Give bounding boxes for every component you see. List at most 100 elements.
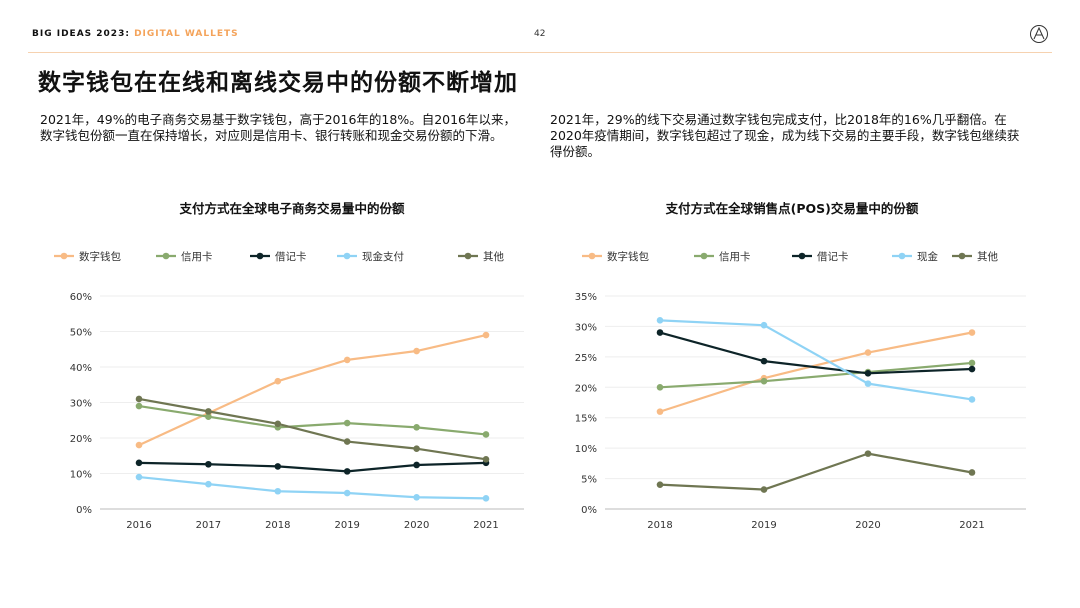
ecom-data-point [482,495,490,502]
ecom-legend-marker [60,252,68,260]
ecom-data-point [274,463,282,470]
ecom-y-tick-label: 30% [70,399,92,410]
ecom-legend-label: 借记卡 [275,250,307,263]
ecommerce-chart-title: 支付方式在全球电子商务交易量中的份额 [179,201,405,216]
pos-x-tick-label: 2018 [647,520,672,531]
ecom-data-point [205,413,212,421]
pos-x-tick-label: 2019 [751,520,776,531]
ecom-x-tick-label: 2018 [265,520,290,531]
pos-data-point [760,377,768,385]
ecom-legend-label: 其他 [483,250,504,263]
pos-data-point [656,317,664,324]
ecom-y-tick-label: 60% [70,292,92,303]
ecom-data-point [274,420,282,428]
ecom-data-point [343,489,351,497]
ecom-data-point [343,438,351,445]
ecom-legend-label: 现金支付 [362,250,404,263]
pos-legend-label: 信用卡 [719,250,751,263]
page-number: 42 [534,29,546,39]
ecom-series-line [138,461,487,473]
ecom-data-point [135,395,143,403]
ecom-legend-label: 数字钱包 [79,250,121,263]
ecom-y-tick-label: 10% [70,470,92,481]
ecom-x-tick-label: 2017 [196,520,221,531]
ecom-y-tick-label: 20% [70,434,92,445]
pos-series-line [659,361,973,389]
pos-data-point [968,396,976,403]
pos-legend-label: 现金 [917,250,938,263]
pos-y-tick-label: 15% [575,414,597,425]
header-brand: BIG IDEAS 2023: [32,29,135,39]
pos-legend-marker [798,252,806,260]
ecom-legend-label: 信用卡 [181,250,213,263]
ecom-data-point [343,419,351,427]
ecom-y-tick-label: 0% [76,505,92,516]
pos-x-tick-label: 2020 [855,520,880,531]
pos-data-point [864,450,872,457]
ecom-legend-marker [162,252,170,260]
pos-chart-title: 支付方式在全球销售点(POS)交易量中的份额 [665,201,919,216]
ecom-x-tick-label: 2016 [126,520,151,531]
ecom-data-point [413,493,420,501]
pos-legend-marker [700,252,708,260]
pos-y-tick-label: 20% [575,383,597,394]
pos-y-tick-label: 25% [575,353,597,364]
pos-data-point [656,481,664,488]
ecom-data-point [274,377,282,385]
ecom-x-tick-label: 2020 [404,520,429,531]
pos-legend-marker [588,252,596,260]
ecom-data-point [413,445,420,452]
pos-data-point [968,365,976,373]
ecom-data-point [205,408,212,415]
pos-data-point [864,369,872,377]
ecom-data-point [135,402,143,410]
pos-data-point [656,329,664,336]
ecom-legend-marker [256,252,264,260]
pos-series-line [659,319,973,401]
ecom-y-tick-label: 50% [70,328,92,339]
pos-data-point [656,383,664,391]
pos-legend-label: 其他 [977,250,998,263]
ecom-legend-marker [343,252,351,260]
page-title: 数字钱包在在线和离线交易中的份额不断增加 [38,70,518,96]
ecom-legend-marker [464,252,472,260]
pos-data-point [864,380,872,387]
pos-data-point [760,321,768,329]
right-paragraph: 2021年，29%的线下交易通过数字钱包完成支付，比2018年的16%几乎翻倍。… [550,112,1020,159]
pos-data-point [968,329,976,336]
ecom-data-point [205,480,212,488]
pos-data-point [968,359,976,367]
pos-x-tick-label: 2021 [959,520,984,531]
ecom-data-point [343,468,351,475]
ecom-series-line [138,404,487,436]
ecom-data-point [274,487,282,495]
report-header: BIG IDEAS 2023: DIGITAL WALLETS [32,29,239,39]
pos-data-point [656,408,664,415]
ecom-series-line [138,397,487,461]
pos-data-point [864,349,872,356]
ecom-data-point [413,347,420,355]
ecom-data-point [413,424,420,431]
pos-data-point [968,469,976,476]
header-section: DIGITAL WALLETS [134,29,239,39]
pos-y-tick-label: 35% [575,292,597,303]
left-paragraph: 2021年，49%的电子商务交易基于数字钱包，高于2016年的18%。自2016… [40,112,517,143]
pos-data-point [760,486,768,493]
pos-legend-marker [898,252,906,260]
ecom-data-point [343,356,351,364]
ecom-data-point [135,473,143,481]
header-divider [28,52,1052,53]
ecom-data-point [135,459,143,467]
pos-y-tick-label: 5% [581,475,597,486]
pos-y-tick-label: 0% [581,505,597,516]
pos-series-line [659,331,973,375]
pos-series-line [659,452,973,491]
ecom-y-tick-label: 40% [70,363,92,374]
pos-legend-label: 借记卡 [817,250,849,263]
ecom-data-point [205,460,212,468]
pos-y-tick-label: 30% [575,322,597,333]
pos-legend-label: 数字钱包 [607,250,649,263]
ecom-data-point [482,331,490,339]
ecom-series-line [138,333,487,447]
